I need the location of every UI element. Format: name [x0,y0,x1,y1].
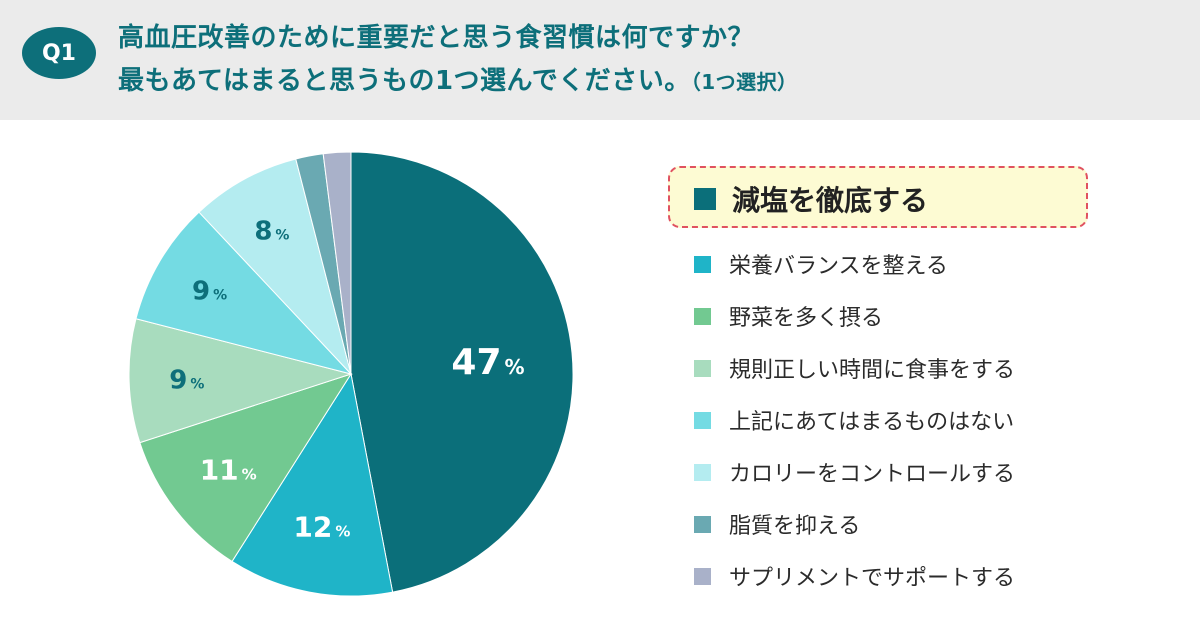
pie-data-label: 11% [200,453,257,486]
pie-data-label: 9% [192,277,227,307]
legend-label: カロリーをコントロールする [729,462,1016,487]
pie-data-label: 9% [169,366,204,396]
pie-slice [350,151,574,593]
legend-swatch [694,307,711,325]
legend-swatch [694,411,711,429]
pie-slice [322,151,352,375]
question-title-line2: 最もあてはまると思うもの1つ選んでください。（1つ選択） [118,60,798,97]
pie-data-label: 47% [451,342,524,383]
pie-slice [231,372,394,597]
pie-slice [128,318,353,444]
legend-label: 栄養バランスを整える [729,254,948,279]
question-title-line2-text: 最もあてはまると思うもの1つ選んでください。 [118,66,691,96]
question-title-suffix: （1つ選択） [690,70,798,94]
legend-label: 脂質を抑える [729,514,861,539]
pie-slice [198,158,352,375]
pie-slice [139,373,353,563]
question-number-badge: Q1 [22,27,96,79]
legend-item: 野菜を多く摂る [694,300,883,332]
legend-swatch [694,515,711,533]
legend-item: 栄養バランスを整える [694,248,948,280]
legend-label: 上記にあてはまるものはない [729,410,1015,435]
legend-label: 野菜を多く摂る [729,306,884,331]
legend-item: 減塩を徹底する [694,179,928,219]
pie-slices [128,151,574,597]
pie-data-label: 12% [293,511,350,544]
legend-item: 規則正しい時間に食事をする [694,352,1015,384]
question-header: Q1 高血圧改善のために重要だと思う食習慣は何ですか？ 最もあてはまると思うもの… [0,0,1200,120]
legend-item: 脂質を抑える [694,508,860,540]
legend-swatch [694,255,711,273]
legend-label: サプリメントでサポートする [729,566,1016,591]
legend-swatch [694,359,711,377]
legend-swatch [694,567,711,585]
legend-label: 減塩を徹底する [732,184,929,217]
legend-swatch [694,463,711,481]
legend-item: 上記にあてはまるものはない [694,404,1014,436]
pie-slice [135,211,353,375]
legend-item: サプリメントでサポートする [694,560,1015,592]
legend-highlight-box [668,166,1088,228]
legend-item: カロリーをコントロールする [694,456,1015,488]
question-title-line1: 高血圧改善のために重要だと思う食習慣は何ですか？ [118,23,755,53]
pie-data-label: 8% [254,216,289,246]
pie-labels: 47 % 12 % 11 % 9 % 9 % 8% [169,216,524,543]
pie-chart: 47 % 12 % 11 % 9 % 9 % 8% [128,151,574,597]
legend-swatch [694,188,716,210]
legend-label: 規則正しい時間に食事をする [729,358,1016,383]
